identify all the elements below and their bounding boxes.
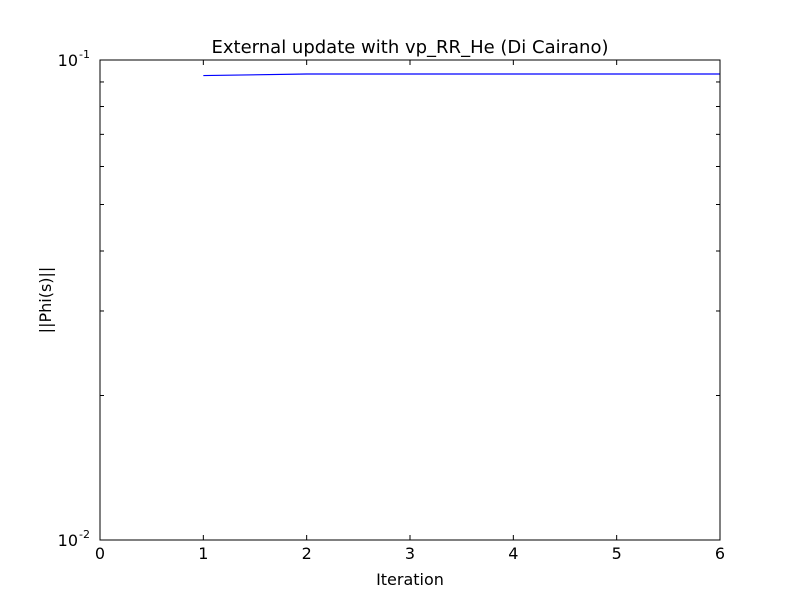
x-tick-label: 2: [302, 544, 312, 563]
y-axis-label: ||Phi(s)||: [36, 267, 55, 334]
x-tick-label: 6: [715, 544, 725, 563]
y-tick-label: 10: [58, 531, 78, 550]
x-tick-label: 1: [198, 544, 208, 563]
chart-title: External update with vp_RR_He (Di Cairan…: [212, 37, 609, 58]
x-tick-label: 5: [612, 544, 622, 563]
plot-marks: 0 1 2 3 4 5 610-210-1: [58, 48, 725, 563]
x-tick-label: 0: [95, 544, 105, 563]
x-tick-label: 4: [508, 544, 518, 563]
y-tick-label-exponent: -2: [79, 528, 90, 541]
x-tick-label: 3: [405, 544, 415, 563]
plot-frame: [99, 59, 721, 541]
x-axis-label: Iteration: [376, 570, 444, 589]
y-tick-label-exponent: -1: [79, 48, 90, 61]
series-line-0: [203, 73, 720, 77]
y-tick-label: 10: [58, 51, 78, 70]
